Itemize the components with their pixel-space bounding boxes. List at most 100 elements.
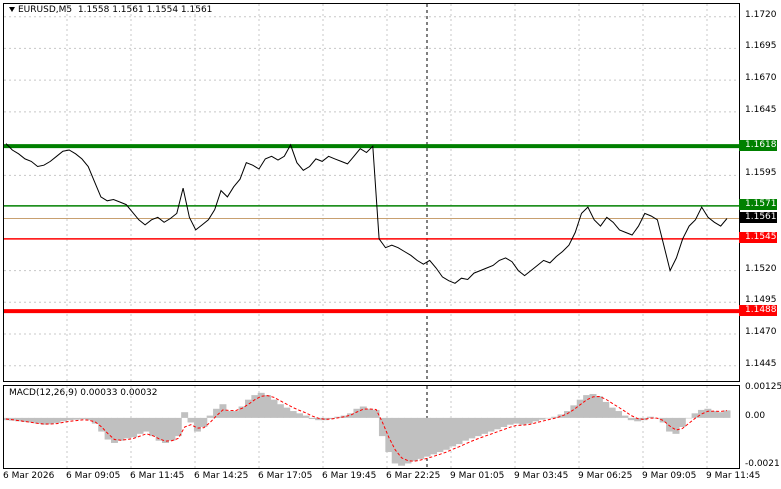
macd-histogram-bar	[678, 417, 686, 427]
macd-histogram-bar	[47, 417, 55, 425]
macd-histogram-bar	[512, 417, 520, 424]
price-tag-green: 1.1571	[739, 199, 777, 211]
time-axis-label: 9 Mar 01:05	[450, 471, 505, 481]
macd-histogram-bar	[378, 417, 386, 437]
macd-histogram-bar	[717, 412, 725, 418]
time-axis-label: 9 Mar 09:05	[642, 471, 697, 481]
macd-histogram-bar	[79, 417, 87, 420]
macd-histogram-bar	[366, 408, 374, 418]
macd-histogram-bar	[525, 417, 533, 424]
macd-histogram-bar	[327, 417, 335, 420]
macd-histogram-bar	[347, 413, 355, 418]
macd-histogram-bar	[449, 417, 457, 447]
macd-histogram-bar	[257, 392, 265, 418]
triangle-down-icon[interactable]	[9, 7, 15, 12]
macd-histogram-bar	[155, 417, 163, 441]
symbol-ohlc: 1.1558 1.1561 1.1554 1.1561	[77, 5, 213, 15]
macd-histogram-bar	[251, 395, 259, 418]
macd-histogram-bar	[110, 417, 118, 443]
time-axis-label: 6 Mar 09:05	[66, 471, 121, 481]
macd-histogram-bar	[149, 417, 157, 437]
macd-histogram-bar	[40, 417, 48, 425]
macd-histogram-bar	[519, 417, 527, 425]
macd-indicator-panel[interactable]: MACD(12,26,9) 0.00033 0.00032	[3, 385, 740, 469]
macd-histogram-bar	[672, 417, 680, 434]
macd-histogram-bar	[398, 417, 406, 466]
macd-histogram-bar	[481, 417, 489, 434]
macd-histogram-bar	[646, 416, 654, 418]
macd-histogram-bar	[130, 417, 138, 438]
macd-histogram-bar	[162, 417, 170, 443]
macd-histogram-bar	[576, 399, 584, 418]
macd-histogram-bar	[219, 404, 227, 418]
macd-histogram-bar	[213, 408, 221, 418]
macd-histogram-bar	[608, 407, 616, 418]
price-chart-svg[interactable]	[4, 4, 739, 381]
macd-header: MACD(12,26,9) 0.00033 0.00032	[9, 388, 158, 398]
macd-histogram-bar	[538, 417, 546, 420]
macd-histogram-bar	[640, 417, 648, 421]
macd-histogram-bar	[238, 406, 246, 418]
time-axis-label: 9 Mar 03:45	[514, 471, 569, 481]
price-chart-panel[interactable]: EURUSD,M5 1.1558 1.1561 1.1554 1.1561	[3, 3, 740, 382]
macd-histogram-bar	[487, 417, 495, 432]
macd-histogram-bar	[174, 417, 182, 437]
macd-histogram-bar	[544, 417, 552, 419]
macd-histogram-bar	[244, 399, 252, 418]
macd-histogram-bar	[621, 415, 629, 418]
price-tag-red: 1.1545	[739, 232, 777, 244]
macd-histogram-bar	[53, 417, 61, 423]
time-axis-label: 6 Mar 17:05	[258, 471, 313, 481]
macd-histogram-bar	[410, 417, 418, 462]
macd-histogram-bar	[225, 411, 233, 418]
time-axis-label: 9 Mar 06:25	[578, 471, 633, 481]
macd-histogram-bar	[232, 411, 240, 418]
macd-histogram-bar	[659, 417, 667, 423]
price-series-line	[5, 143, 728, 284]
time-axis-label: 6 Mar 19:45	[322, 471, 377, 481]
macd-histogram-bar	[91, 417, 99, 424]
macd-histogram-bar	[276, 404, 284, 418]
macd-histogram-bar	[595, 396, 603, 418]
macd-histogram-bar	[704, 408, 712, 418]
macd-histogram-bar	[359, 406, 367, 418]
time-axis-label: 6 Mar 11:45	[130, 471, 185, 481]
macd-histogram-bar	[589, 393, 597, 418]
macd-histogram-bar	[289, 411, 297, 418]
macd-chart-svg[interactable]	[4, 386, 739, 468]
macd-histogram-bar	[385, 417, 393, 453]
macd-histogram-bar	[685, 417, 693, 419]
time-axis-label: 6 Mar 14:25	[194, 471, 249, 481]
macd-histogram-bar	[142, 417, 150, 432]
macd-histogram-bar	[723, 410, 731, 418]
macd-histogram-bar	[627, 417, 635, 421]
macd-histogram-bar	[417, 417, 425, 459]
price-axis-label: 1.1670	[745, 73, 777, 84]
price-axis-label: 1.1470	[745, 327, 777, 338]
symbol-header: EURUSD,M5 1.1558 1.1561 1.1554 1.1561	[9, 5, 212, 15]
macd-histogram-bar	[506, 417, 514, 425]
macd-histogram-bar	[117, 417, 125, 441]
macd-histogram-bar	[15, 417, 23, 422]
macd-histogram-bar	[697, 409, 705, 418]
macd-histogram-bar	[168, 417, 176, 441]
macd-histogram-bar	[104, 417, 112, 440]
price-axis-label: 1.1695	[745, 41, 777, 52]
macd-histogram-bar	[85, 417, 93, 421]
macd-histogram-bar	[264, 395, 272, 418]
macd-signal-line	[5, 395, 728, 462]
macd-histogram-bar	[455, 417, 463, 445]
macd-histogram-bar	[474, 417, 482, 437]
macd-axis-label: -0.0021	[745, 458, 780, 469]
macd-histogram-bar	[302, 415, 310, 418]
price-tag-red-thick: 1.1488	[739, 304, 777, 316]
macd-histogram-bar	[442, 417, 450, 450]
macd-histogram-bar	[468, 417, 476, 439]
macd-histogram-bar	[557, 414, 565, 418]
macd-histogram-bar	[270, 399, 278, 418]
price-axis-label: 1.1495	[745, 295, 777, 306]
time-axis-label: 6 Mar 2026	[3, 471, 55, 481]
macd-histogram-bar	[98, 417, 106, 432]
price-axis-label: 1.1645	[745, 104, 777, 115]
macd-histogram-bar	[602, 401, 610, 418]
